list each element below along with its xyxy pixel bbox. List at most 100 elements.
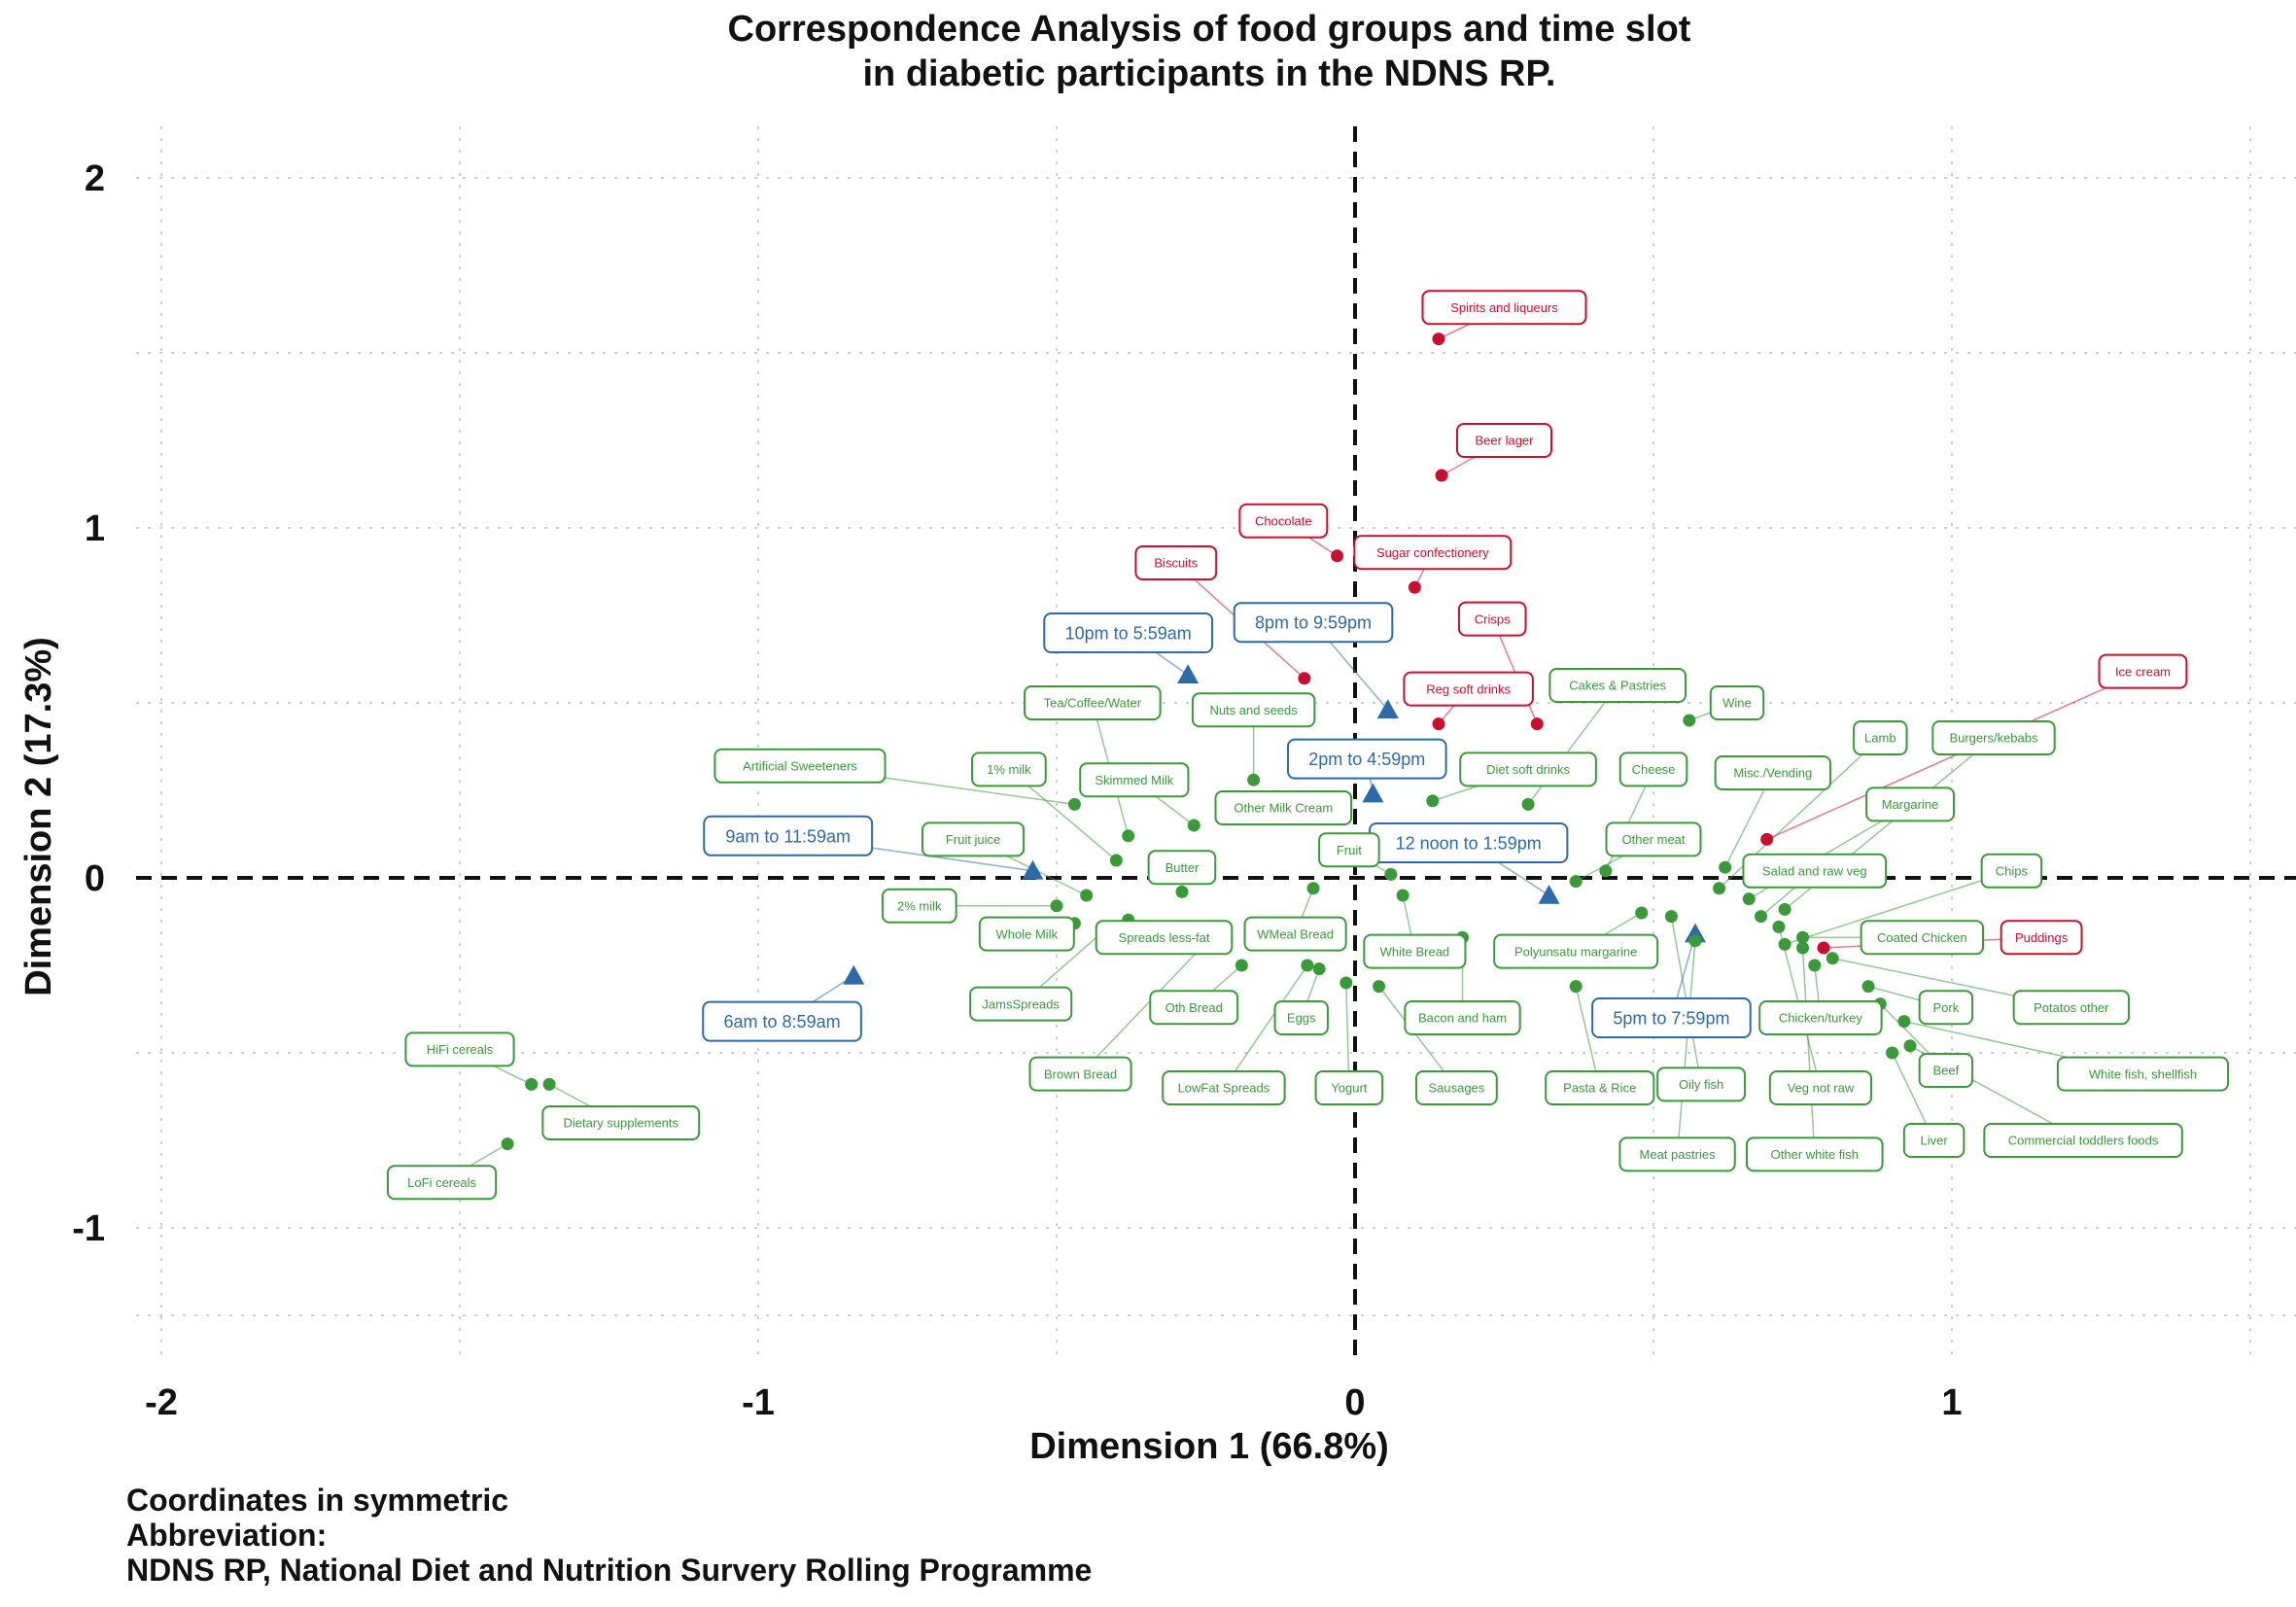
label-box bbox=[1457, 601, 1527, 637]
label-box bbox=[1421, 290, 1587, 326]
label-box bbox=[978, 916, 1075, 952]
label-spreads-less-fat: Spreads less-fat bbox=[1095, 920, 1234, 956]
y-tick-label: 2 bbox=[85, 158, 105, 199]
label-text: Burgers/kebabs bbox=[1949, 731, 2038, 746]
label-box bbox=[1095, 920, 1234, 956]
label-reg-soft-drinks: Reg soft drinks bbox=[1403, 671, 1534, 707]
label-text: Whole Milk bbox=[996, 926, 1059, 941]
label-beer-lager: Beer lager bbox=[1456, 423, 1552, 458]
point-white-bread bbox=[1396, 889, 1409, 902]
label-diet-soft-drinks: Diet soft drinks bbox=[1459, 751, 1597, 787]
caption-line-3: NDNS RP, National Diet and Nutrition Sur… bbox=[126, 1553, 1093, 1588]
label-white-bread: White Bread bbox=[1363, 933, 1467, 969]
label-text: Salad and raw veg bbox=[1762, 863, 1867, 878]
label-sugar-confectionery: Sugar confectionery bbox=[1353, 535, 1513, 571]
point-biscuits bbox=[1298, 672, 1311, 685]
label-box bbox=[1233, 602, 1394, 644]
chart-title-line-1: Correspondence Analysis of food groups a… bbox=[728, 9, 1691, 50]
point-2pm-to-4-59pm bbox=[1362, 783, 1384, 803]
label-text: 12 noon to 1:59pm bbox=[1396, 833, 1542, 853]
label-box bbox=[1768, 1070, 1872, 1105]
label-text: Oily fish bbox=[1679, 1077, 1723, 1092]
point-chicken-turkey bbox=[1808, 959, 1822, 972]
label-other-white-fish: Other white fish bbox=[1745, 1136, 1884, 1172]
label-text: LoFi cereals bbox=[407, 1175, 476, 1190]
label-1-milk: 1% milk bbox=[971, 751, 1047, 787]
label-coated-chicken: Coated Chicken bbox=[1860, 920, 1984, 956]
point-labels: 10pm to 5:59am 8pm to 9:59pm 2pm to 4:59pm… bbox=[386, 290, 2230, 1201]
point-tea-coffee-water bbox=[1122, 829, 1135, 843]
label-5pm-to-7-59pm: 5pm to 7:59pm bbox=[1591, 997, 1752, 1038]
label-pork: Pork bbox=[1918, 990, 1974, 1026]
label-box bbox=[1745, 1136, 1884, 1172]
label-box bbox=[1618, 751, 1688, 787]
label-box bbox=[2098, 653, 2188, 689]
label-box bbox=[1314, 1070, 1384, 1105]
label-text: Other meat bbox=[1621, 832, 1685, 847]
point-white-fish-shellfish bbox=[1897, 1015, 1911, 1029]
label-meat-pastries: Meat pastries bbox=[1618, 1136, 1736, 1172]
label-liver: Liver bbox=[1902, 1123, 1966, 1158]
label-box bbox=[1493, 933, 1659, 969]
label-text: Sausages bbox=[1428, 1081, 1484, 1096]
label-box bbox=[1605, 821, 1702, 857]
point-spirits-and-liqueurs bbox=[1432, 332, 1445, 346]
label-box bbox=[1758, 1000, 1883, 1035]
point-crisps bbox=[1530, 717, 1544, 731]
label-lofi-cereals: LoFi cereals bbox=[386, 1165, 498, 1201]
label-text: Cheese bbox=[1632, 762, 1676, 777]
label-text: Liver bbox=[1920, 1134, 1948, 1148]
label-text: 2% milk bbox=[897, 898, 942, 913]
point-10pm-to-5-59am bbox=[1177, 664, 1200, 683]
label-box bbox=[1742, 853, 1888, 889]
point-lamb bbox=[1713, 882, 1726, 895]
label-margarine: Margarine bbox=[1865, 786, 1955, 822]
label-skimmed-milk: Skimmed Milk bbox=[1079, 762, 1190, 798]
label-dietary-supplements: Dietary supplements bbox=[541, 1105, 701, 1140]
point-diet-soft-drinks bbox=[1426, 794, 1440, 808]
label-box bbox=[1918, 1053, 1974, 1088]
label-brown-bread: Brown Bread bbox=[1028, 1056, 1132, 1092]
label-box bbox=[1591, 997, 1752, 1038]
label-pasta-rice: Pasta & Rice bbox=[1545, 1070, 1655, 1105]
label-text: Oth Bread bbox=[1165, 1000, 1223, 1015]
label-box bbox=[1404, 1000, 1521, 1035]
label-oily-fish: Oily fish bbox=[1656, 1066, 1747, 1102]
label-text: Fruit juice bbox=[946, 832, 1000, 847]
label-whole-milk: Whole Milk bbox=[978, 916, 1075, 952]
label-box bbox=[1853, 720, 1908, 755]
point-potatos-other bbox=[1826, 952, 1839, 965]
label-text: Chocolate bbox=[1255, 513, 1312, 528]
point-wine bbox=[1683, 714, 1696, 727]
point-margarine bbox=[1742, 892, 1756, 906]
label-2pm-to-4-59pm: 2pm to 4:59pm bbox=[1286, 738, 1447, 780]
label-box bbox=[1548, 668, 1687, 703]
label-text: Other Milk Cream bbox=[1234, 801, 1333, 816]
label-box bbox=[1238, 503, 1329, 539]
y-tick-label: 0 bbox=[85, 858, 105, 899]
label-jamsspreads: JamsSpreads bbox=[969, 986, 1073, 1022]
label-text: Eggs bbox=[1287, 1011, 1316, 1026]
label-spirits-and-liqueurs: Spirits and liqueurs bbox=[1421, 290, 1587, 326]
label-text: Dietary supplements bbox=[564, 1116, 679, 1131]
label-box bbox=[1618, 1136, 1736, 1172]
axis-ticks: -2 -1 0 1 -1 0 1 2 bbox=[72, 158, 1962, 1423]
label-text: Spreads less-fat bbox=[1119, 930, 1210, 945]
label-commercial-toddlers-foods: Commercial toddlers foods bbox=[1983, 1123, 2183, 1158]
point-oily-fish bbox=[1664, 910, 1678, 924]
leader-line-lowfat-spreads bbox=[1223, 964, 1308, 1089]
label-text: Skimmed Milk bbox=[1095, 773, 1173, 787]
point-oth-bread bbox=[1235, 959, 1248, 972]
label-box bbox=[1363, 933, 1467, 969]
label-text: 8pm to 9:59pm bbox=[1255, 613, 1372, 633]
leader-line-chips bbox=[1784, 870, 2012, 946]
point-veg-not-raw bbox=[1772, 920, 1786, 933]
label-box bbox=[1545, 1070, 1655, 1105]
label-text: JamsSpreads bbox=[982, 996, 1060, 1011]
caption-line-1: Coordinates in symmetric bbox=[126, 1483, 508, 1518]
point-burgers-kebabs bbox=[1778, 902, 1792, 916]
x-tick-label: 1 bbox=[1941, 1382, 1962, 1423]
point-dietary-supplements bbox=[542, 1077, 556, 1091]
label-2-milk: 2% milk bbox=[881, 888, 957, 924]
leader-line-meat-pastries bbox=[1676, 940, 1696, 1155]
